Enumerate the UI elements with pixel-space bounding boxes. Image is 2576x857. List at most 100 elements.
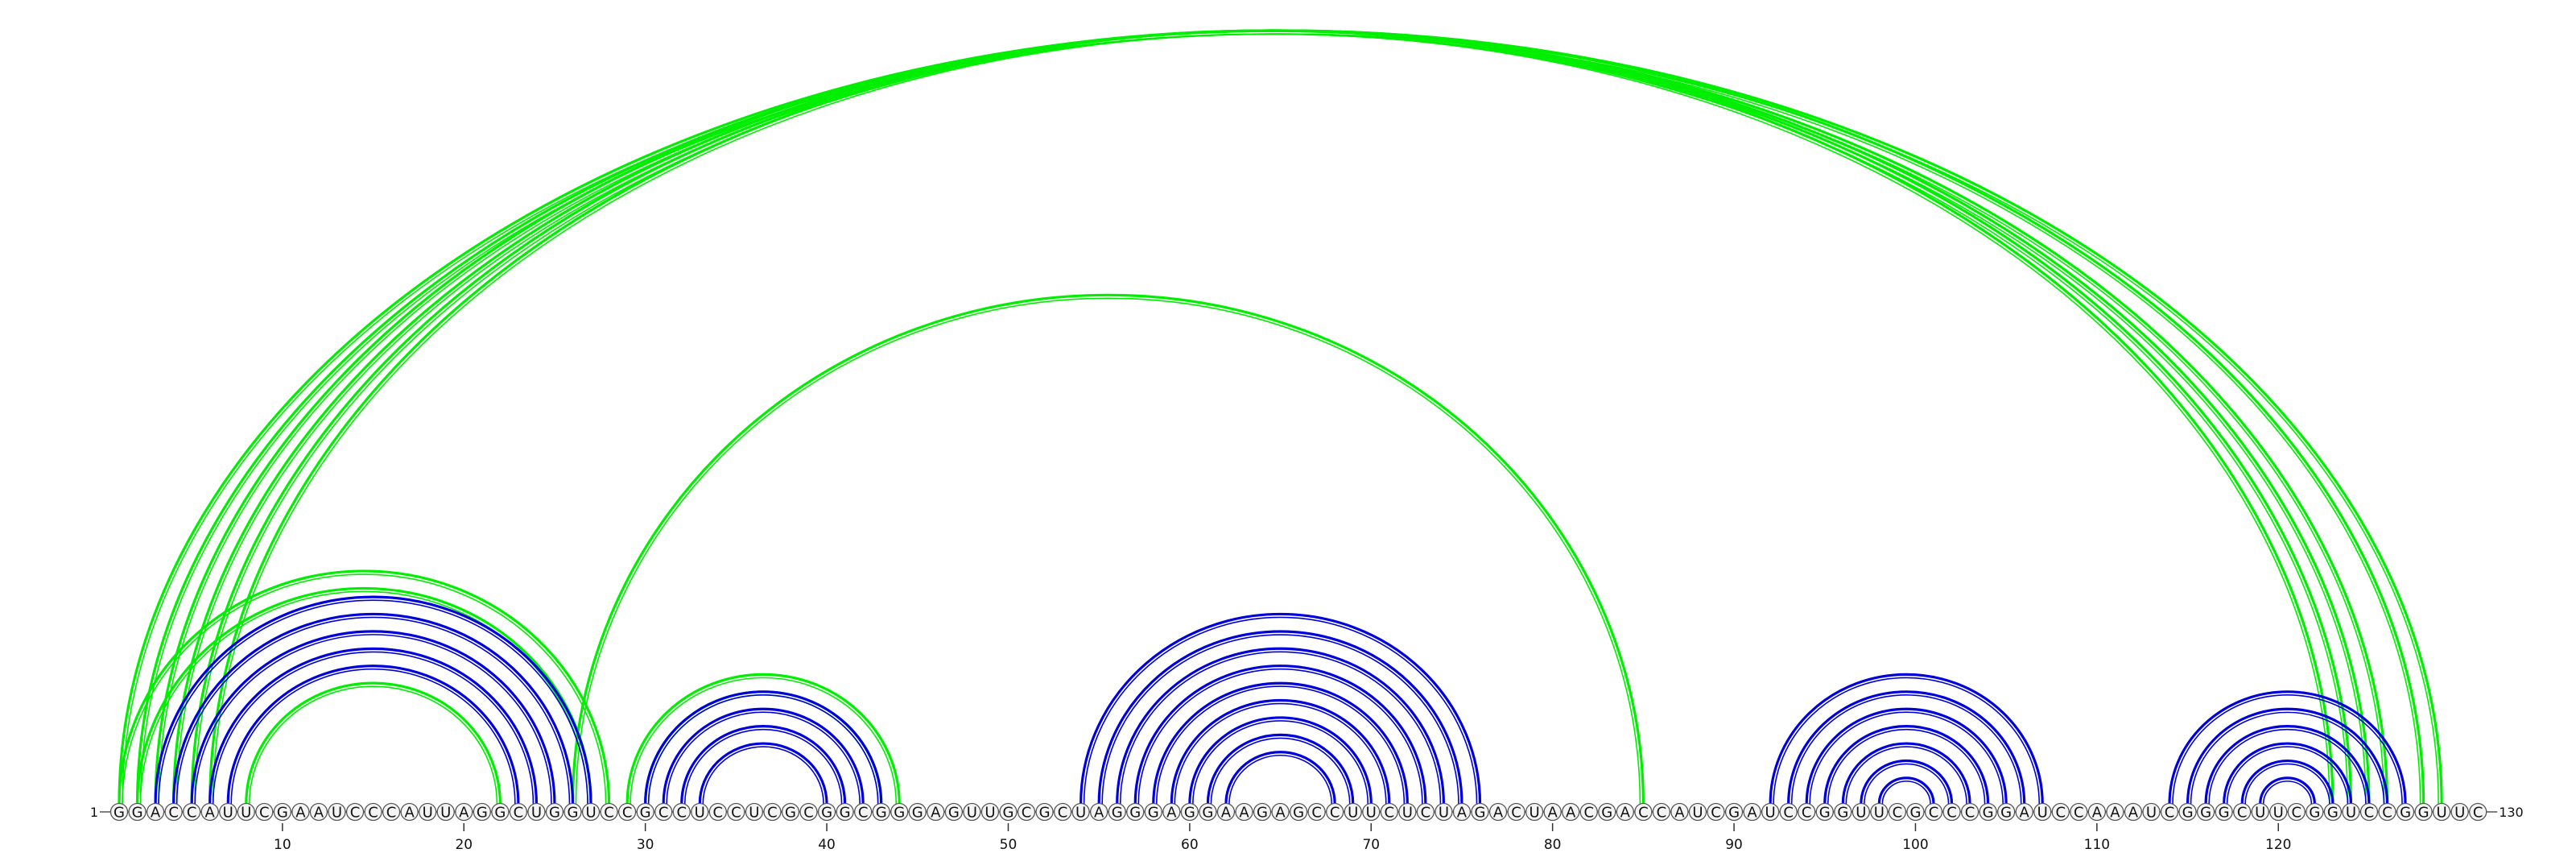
nucleotide-letter: G	[2219, 805, 2230, 822]
nucleotide-circle	[890, 802, 909, 822]
nucleotide-letter: C	[168, 805, 179, 822]
nucleotide-letter: G	[2418, 805, 2429, 822]
nucleotide-letter: G	[1039, 805, 1051, 822]
nucleotide-circle	[1435, 802, 1453, 822]
nucleotide-letter: G	[1728, 805, 1740, 822]
nucleotide-circle	[2215, 802, 2233, 822]
nucleotide-circle	[1144, 802, 1162, 822]
nucleotide-circle	[1579, 802, 1598, 822]
pair-arc-inner-94-105	[1809, 711, 2004, 805]
nucleotide-letter: C	[2237, 805, 2248, 822]
nucleotide-letter: G	[948, 805, 960, 822]
nucleotide-letter: U	[749, 805, 759, 822]
nucleotide-circle	[1652, 802, 1671, 822]
nucleotide-letter: G	[1002, 805, 1013, 822]
nucleotide-letter: C	[1330, 805, 1340, 822]
position-axis: 10 20 30 40 50 60 70 80 90 100 110 120	[274, 823, 2291, 853]
pair-arc-60-70	[1188, 716, 1373, 805]
tick-label: 40	[818, 837, 836, 853]
nucleotide-circle	[1906, 802, 1925, 822]
nucleotide-letter: G	[2327, 805, 2339, 822]
pair-arc-61-69	[1206, 733, 1355, 805]
nucleotide-letter: C	[713, 805, 724, 822]
nucleotide-letter: A	[1566, 805, 1576, 822]
nucleotide-letter: C	[1946, 805, 1957, 822]
nucleotide-letter: G	[1983, 805, 1994, 822]
nucleotide-letter: G	[2400, 805, 2411, 822]
nucleotide-letter: U	[2037, 805, 2048, 822]
tick-label: 60	[1181, 837, 1199, 853]
nucleotide-letter: C	[514, 805, 524, 822]
nucleotide-letter: A	[151, 805, 161, 822]
nucleotide-circle	[1942, 802, 1961, 822]
pair-arc-inner-119-122	[2262, 780, 2313, 805]
nucleotide-circle	[2378, 802, 2396, 822]
nucleotide-circle	[309, 802, 328, 822]
nucleotide-circle	[564, 802, 582, 822]
pair-arc-32-41	[680, 725, 847, 805]
pair-arc-inner-62-68	[1228, 755, 1332, 805]
pair-arc-inner-7-23	[230, 668, 516, 805]
nucleotide-letter: G	[1909, 805, 1921, 822]
nucleotide-circle	[2087, 802, 2107, 822]
pair-arc-7-23	[226, 664, 520, 805]
nucleotide-letter: U	[223, 805, 233, 822]
structure-a-arcs	[154, 595, 2407, 805]
pair-arc-6-123	[208, 29, 2334, 805]
nucleotide-circle	[2124, 802, 2143, 822]
nucleotide-letter: U	[2437, 805, 2447, 822]
pair-arc-95-104	[1823, 725, 1990, 805]
nucleotide-circle	[636, 802, 654, 822]
tick-label: 120	[2265, 837, 2291, 853]
nucleotide-circle	[128, 802, 147, 822]
nucleotide-circle	[1035, 802, 1054, 822]
nucleotide-letter: U	[1692, 805, 1703, 822]
pair-arc-inner-60-70	[1192, 720, 1369, 805]
pair-arc-inner-30-43	[647, 694, 879, 805]
tick-label: 30	[637, 837, 654, 853]
nucleotide-letter: C	[1965, 805, 1975, 822]
nucleotide-circle	[836, 802, 854, 822]
nucleotide-letter: A	[1221, 805, 1232, 822]
tick-label: 80	[1544, 837, 1562, 853]
nucleotide-circle	[1598, 802, 1616, 822]
nucleotide-circle	[1126, 802, 1145, 822]
nucleotide-circle	[1616, 802, 1634, 822]
nucleotide-letter: C	[259, 805, 270, 822]
pair-arc-inner-93-106	[1790, 694, 2022, 805]
pair-arc-inner-98-101	[1881, 780, 1931, 805]
nucleotide-letter: A	[1493, 805, 1504, 822]
nucleotide-letter: U	[1366, 805, 1377, 822]
nucleotide-circle	[273, 802, 292, 822]
nucleotide-circle	[1724, 802, 1744, 822]
nucleotide-circle	[1017, 802, 1036, 822]
pair-arc-inner-57-73	[1137, 668, 1423, 805]
pair-arc-119-122	[2259, 776, 2316, 805]
nucleotide-letter: U	[1530, 805, 1540, 822]
pair-arc-5-124	[190, 29, 2353, 805]
nucleotide-circle	[2306, 802, 2324, 822]
nucleotide-letter: U	[2146, 805, 2157, 822]
pair-arc-inner-4-26	[175, 616, 571, 805]
pair-arc-inner-92-107	[1773, 677, 2041, 805]
nucleotide-circle	[237, 802, 255, 822]
nucleotide-circle	[1199, 802, 1217, 822]
pair-arc-inner-95-104	[1827, 728, 1986, 805]
nucleotide-circle	[1380, 802, 1398, 822]
nucleotide-letter: U	[1075, 805, 1086, 822]
nucleotide-circle	[200, 802, 219, 822]
nucleotide-letter: U	[332, 805, 342, 822]
nucleotide-circle	[727, 802, 745, 822]
tick-label: 100	[1902, 837, 1928, 853]
pair-arc-94-105	[1805, 707, 2008, 805]
nucleotide-letter: C	[2292, 805, 2302, 822]
nucleotide-circle	[927, 802, 945, 822]
nucleotide-circle	[2196, 802, 2215, 822]
nucleotide-letter: G	[876, 805, 887, 822]
nucleotide-circle	[1398, 802, 1417, 822]
tick-label: 50	[1000, 837, 1018, 853]
nucleotide-circle	[291, 802, 310, 822]
pair-arc-58-72	[1152, 681, 1409, 805]
nucleotide-letter: A	[2092, 805, 2103, 822]
nucleotide-letter: C	[1783, 805, 1794, 822]
